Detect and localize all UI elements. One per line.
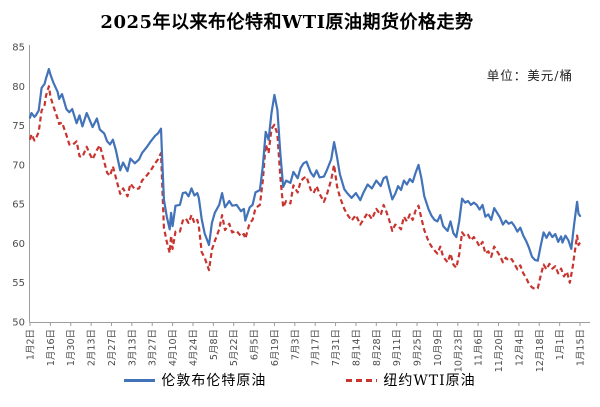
x-axis-label: 3月13日 [127, 329, 138, 366]
x-axis-label: 1月16日 [46, 329, 57, 366]
x-axis-label: 12月4日 [514, 329, 525, 366]
x-axis-label: 1月30日 [66, 329, 77, 366]
x-axis-label: 12月18日 [535, 329, 546, 372]
x-axis-label: 11月20日 [494, 329, 505, 372]
y-axis-label: 85 [12, 43, 25, 54]
x-axis-label: 4月10日 [168, 329, 179, 366]
legend: 伦敦布伦特原油 纽约WTI原油 [0, 370, 600, 390]
unit-label: 单位：美元/桶 [486, 68, 573, 83]
y-axis-label: 65 [12, 200, 25, 211]
x-axis-label: 1月1日 [555, 329, 566, 360]
x-axis-label: 2月13日 [87, 329, 98, 366]
wti-price-line [28, 85, 581, 291]
x-axis-label: 9月25日 [413, 329, 424, 366]
y-axis-label: 80 [12, 82, 25, 93]
x-axis-label: 6月19日 [270, 329, 281, 366]
x-axis-label: 1月15日 [576, 329, 587, 366]
x-axis-label: 8月14日 [351, 329, 362, 366]
y-axis-label: 50 [12, 318, 25, 329]
x-axis-label: 6月5日 [250, 329, 261, 360]
x-axis-label: 7月31日 [331, 329, 342, 366]
x-axis-label: 4月24日 [189, 329, 200, 366]
y-axis-label: 75 [12, 121, 25, 132]
y-axis-label: 70 [12, 160, 25, 171]
x-axis-label: 10月9日 [433, 329, 444, 366]
x-axis-label: 9月11日 [392, 329, 403, 366]
wti-line-swatch [346, 378, 378, 382]
x-axis-label: 3月27日 [148, 329, 159, 366]
y-axis-label: 60 [12, 239, 25, 250]
x-axis-label: 7月17日 [311, 329, 322, 366]
brent-price-line [28, 67, 582, 262]
x-axis-label: 7月3日 [290, 329, 301, 360]
x-axis-label: 5月8日 [209, 329, 220, 360]
x-axis-label: 11月6日 [474, 329, 485, 366]
y-axis-label: 55 [12, 278, 25, 289]
legend-label-brent: 伦敦布伦特原油 [161, 373, 267, 389]
brent-line-swatch [124, 378, 156, 382]
legend-item-brent: 伦敦布伦特原油 [124, 370, 266, 390]
chart-title: 2025年以来布伦特和WTI原油期货价格走势 [100, 12, 474, 33]
legend-item-wti: 纽约WTI原油 [346, 370, 475, 390]
x-axis-label: 5月22日 [229, 329, 240, 366]
x-axis-label: 1月2日 [26, 329, 37, 360]
x-axis-label: 8月28日 [372, 329, 383, 366]
x-axis-label: 10月23日 [453, 329, 464, 372]
legend-label-wti: 纽约WTI原油 [383, 373, 476, 389]
x-axis-label: 2月27日 [107, 329, 118, 366]
